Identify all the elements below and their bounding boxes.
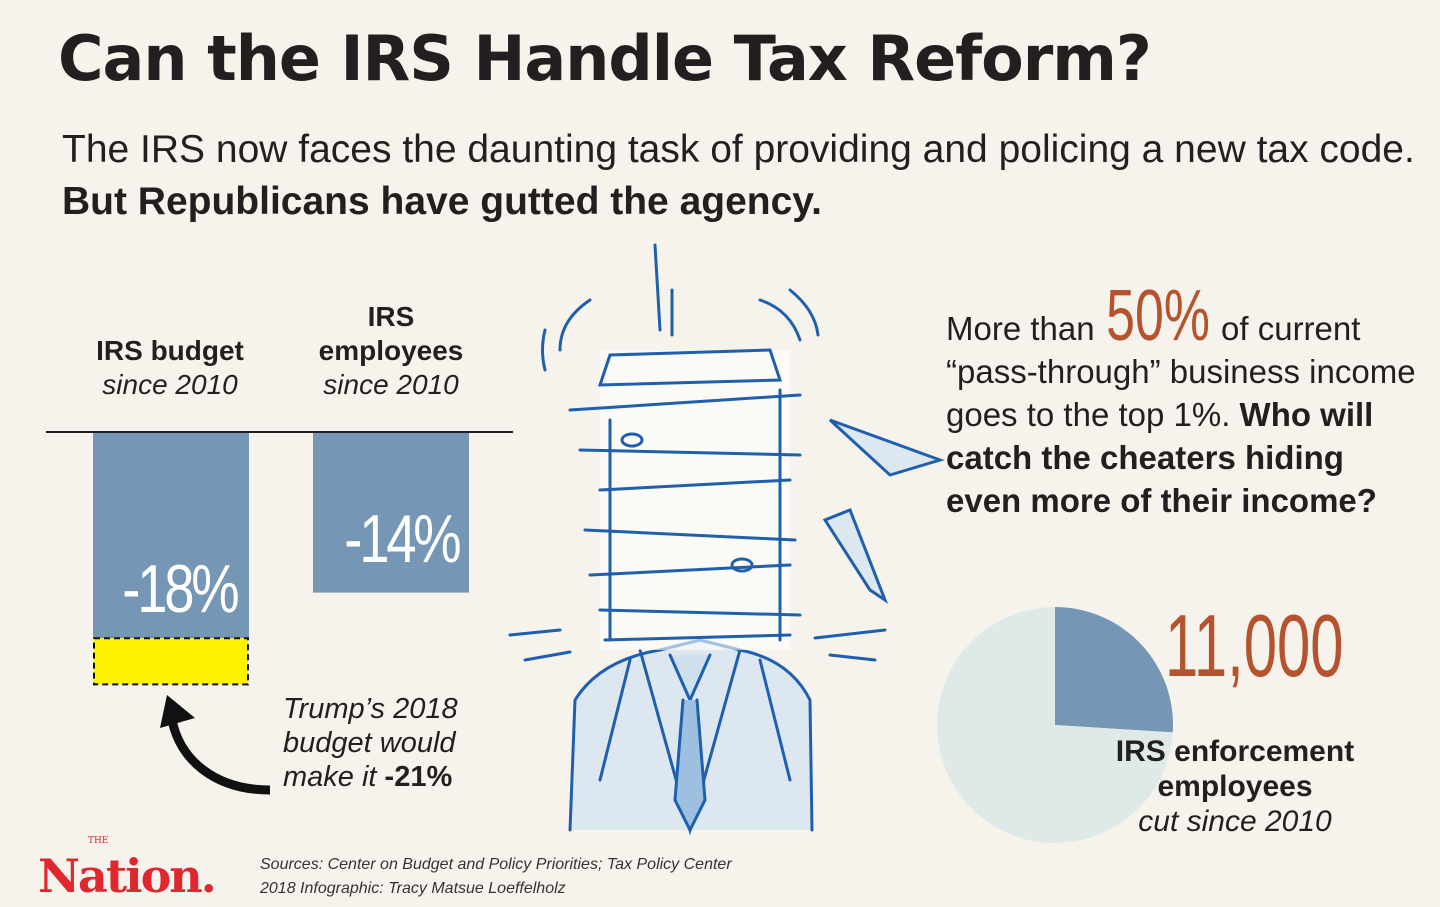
bar-label-sub: since 2010 [323, 369, 459, 400]
note-line: Trump’s 2018 [283, 693, 458, 725]
stressed-worker-illustration [508, 243, 945, 836]
fact-question: Who will catch the cheaters hiding even … [946, 396, 1377, 519]
projection-bar [93, 637, 249, 686]
bar-label-budget: IRS budget since 2010 [50, 334, 290, 402]
subtitle-bold: But Republicans have gutted the agency. [62, 180, 822, 223]
note-value: -21% [384, 761, 453, 793]
pie-slice [1055, 607, 1174, 733]
subtitle: The IRS now faces the daunting task of p… [62, 124, 1422, 228]
bar-label-title: IRS budget [96, 335, 244, 366]
bar [313, 433, 469, 593]
pie-label-sub: cut since 2010 [1138, 805, 1332, 838]
bar-value-label: -14% [344, 501, 461, 577]
arrow-icon [167, 718, 271, 795]
pie-label-line: IRS enforcement [1115, 735, 1355, 768]
bar-label-sub: since 2010 [102, 369, 238, 400]
the-nation-logo: Nation. [38, 849, 217, 903]
pie-headline: 11,000 [1165, 596, 1344, 695]
subtitle-regular: The IRS now faces the daunting task of p… [62, 128, 1415, 171]
pie-label: IRS enforcement employees cut since 2010 [1100, 734, 1370, 839]
arrow-head-icon [160, 695, 195, 728]
projection-note: Trump’s 2018 budget would make it -21% [283, 692, 458, 794]
sources: Sources: Center on Budget and Policy Pri… [260, 853, 732, 901]
page-title: Can the IRS Handle Tax Reform? [58, 22, 1152, 95]
bar-value-label: -18% [122, 551, 239, 627]
bar-label-title: IRS employees [318, 301, 464, 366]
note-line: budget would [283, 727, 456, 759]
pass-through-fact: More than 50% of current “pass-through” … [946, 276, 1426, 522]
pie-slice [937, 607, 1173, 843]
logo-the: THE [88, 836, 109, 846]
fact-big-number: 50% [1105, 276, 1210, 356]
bar-label-employees: IRS employees since 2010 [271, 300, 511, 402]
fact-text: of current “pass-through” business incom… [946, 310, 1416, 433]
credit-line: 2018 Infographic: Tracy Matsue Loeffelho… [260, 880, 566, 897]
note-line: make it [283, 761, 385, 793]
pie-label-line: employees [1157, 770, 1313, 803]
sources-line: Sources: Center on Budget and Policy Pri… [260, 856, 732, 873]
fact-text: More than [946, 310, 1104, 347]
bar [93, 433, 249, 639]
